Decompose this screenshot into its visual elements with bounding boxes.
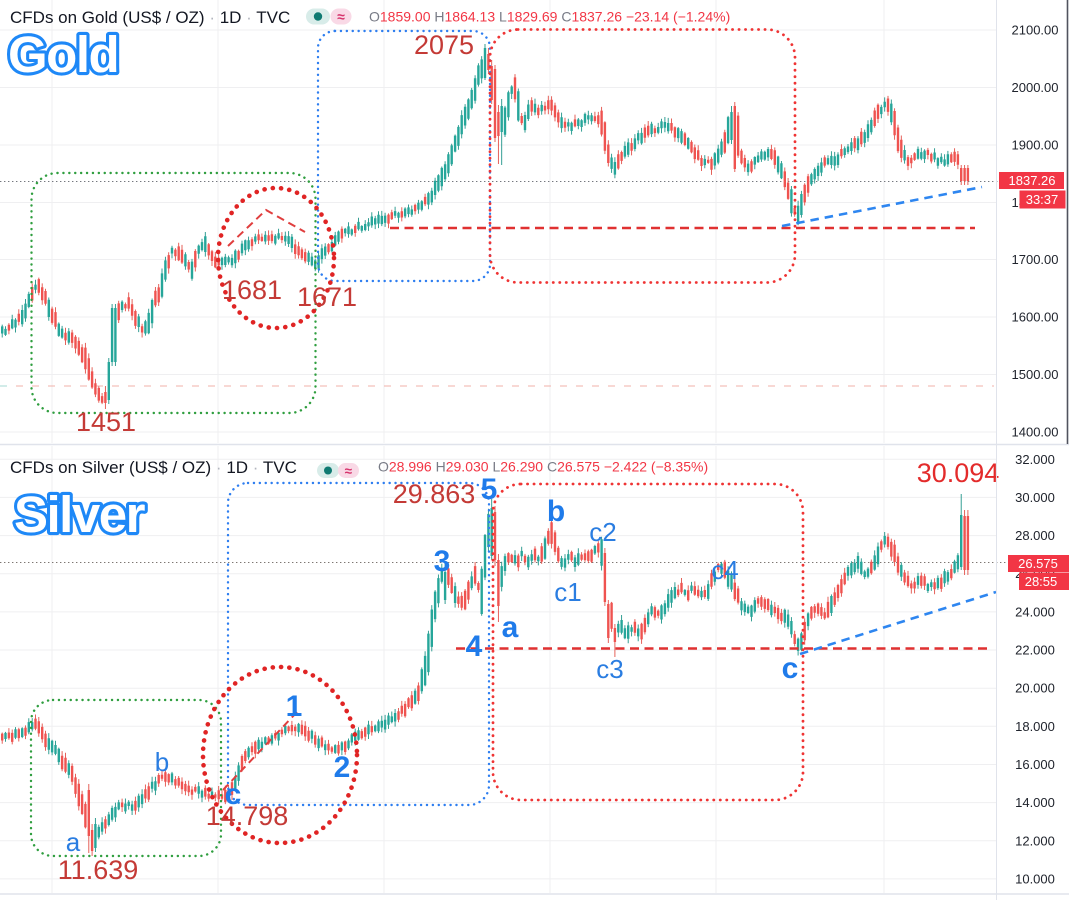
svg-text:22.000: 22.000 — [1015, 643, 1055, 658]
svg-text:18.000: 18.000 — [1015, 719, 1055, 734]
svg-text:1671: 1671 — [297, 282, 357, 312]
svg-text:c2: c2 — [589, 517, 616, 547]
svg-text:29.863: 29.863 — [393, 479, 476, 509]
svg-text:24.000: 24.000 — [1015, 604, 1055, 619]
svg-text:10.000: 10.000 — [1015, 871, 1055, 886]
svg-text:1900.00: 1900.00 — [1012, 138, 1059, 153]
svg-text:11.639: 11.639 — [58, 855, 139, 885]
svg-text:2075: 2075 — [414, 30, 474, 60]
svg-text:Silver: Silver — [14, 486, 146, 543]
svg-text:Gold: Gold — [8, 26, 118, 83]
svg-text:1: 1 — [286, 690, 303, 723]
svg-text:O28.996 H29.030 L26.290 C26.57: O28.996 H29.030 L26.290 C26.575 −2.422 (… — [378, 459, 708, 475]
svg-text:16.000: 16.000 — [1015, 757, 1055, 772]
svg-text:14.798: 14.798 — [206, 801, 289, 831]
svg-text:b: b — [155, 747, 169, 777]
svg-text:≈: ≈ — [337, 9, 345, 25]
svg-text:c4: c4 — [711, 555, 738, 585]
svg-text:12.000: 12.000 — [1015, 833, 1055, 848]
svg-text:1837.26: 1837.26 — [1009, 173, 1056, 188]
svg-text:33:37: 33:37 — [1026, 192, 1059, 207]
svg-text:4: 4 — [466, 630, 483, 663]
svg-text:14.000: 14.000 — [1015, 795, 1055, 810]
svg-text:≈: ≈ — [345, 464, 353, 479]
svg-text:1600.00: 1600.00 — [1012, 310, 1059, 325]
svg-text:CFDs on Gold (US$ / OZ) · 1D ·: CFDs on Gold (US$ / OZ) · 1D · TVC — [10, 8, 290, 27]
svg-text:1451: 1451 — [76, 407, 136, 437]
svg-text:a: a — [502, 611, 519, 644]
svg-text:20.000: 20.000 — [1015, 681, 1055, 696]
svg-text:32.000: 32.000 — [1015, 452, 1055, 467]
svg-text:c1: c1 — [554, 577, 581, 607]
svg-text:a: a — [66, 827, 81, 857]
svg-text:c: c — [782, 652, 799, 685]
svg-text:28.000: 28.000 — [1015, 528, 1055, 543]
svg-text:1700.00: 1700.00 — [1012, 252, 1059, 267]
svg-text:30.000: 30.000 — [1015, 490, 1055, 505]
svg-text:1681: 1681 — [222, 275, 282, 305]
svg-text:b: b — [547, 495, 565, 528]
svg-text:O1859.00 H1864.13 L1829.69 C18: O1859.00 H1864.13 L1829.69 C1837.26 −23.… — [369, 9, 730, 25]
svg-text:c: c — [225, 778, 242, 811]
svg-text:5: 5 — [481, 473, 498, 506]
svg-text:30.094: 30.094 — [917, 458, 1000, 488]
svg-text:2100.00: 2100.00 — [1012, 23, 1059, 38]
svg-text:26.575: 26.575 — [1018, 556, 1058, 571]
svg-text:1500.00: 1500.00 — [1012, 367, 1059, 382]
svg-text:2000.00: 2000.00 — [1012, 80, 1059, 95]
svg-text:28:55: 28:55 — [1025, 574, 1058, 589]
svg-text:3: 3 — [434, 545, 451, 578]
svg-text:2: 2 — [334, 751, 351, 784]
svg-text:1400.00: 1400.00 — [1012, 425, 1059, 440]
svg-text:c3: c3 — [596, 654, 623, 684]
svg-text:CFDs on Silver (US$ / OZ) · 1D: CFDs on Silver (US$ / OZ) · 1D · TVC — [10, 458, 297, 477]
